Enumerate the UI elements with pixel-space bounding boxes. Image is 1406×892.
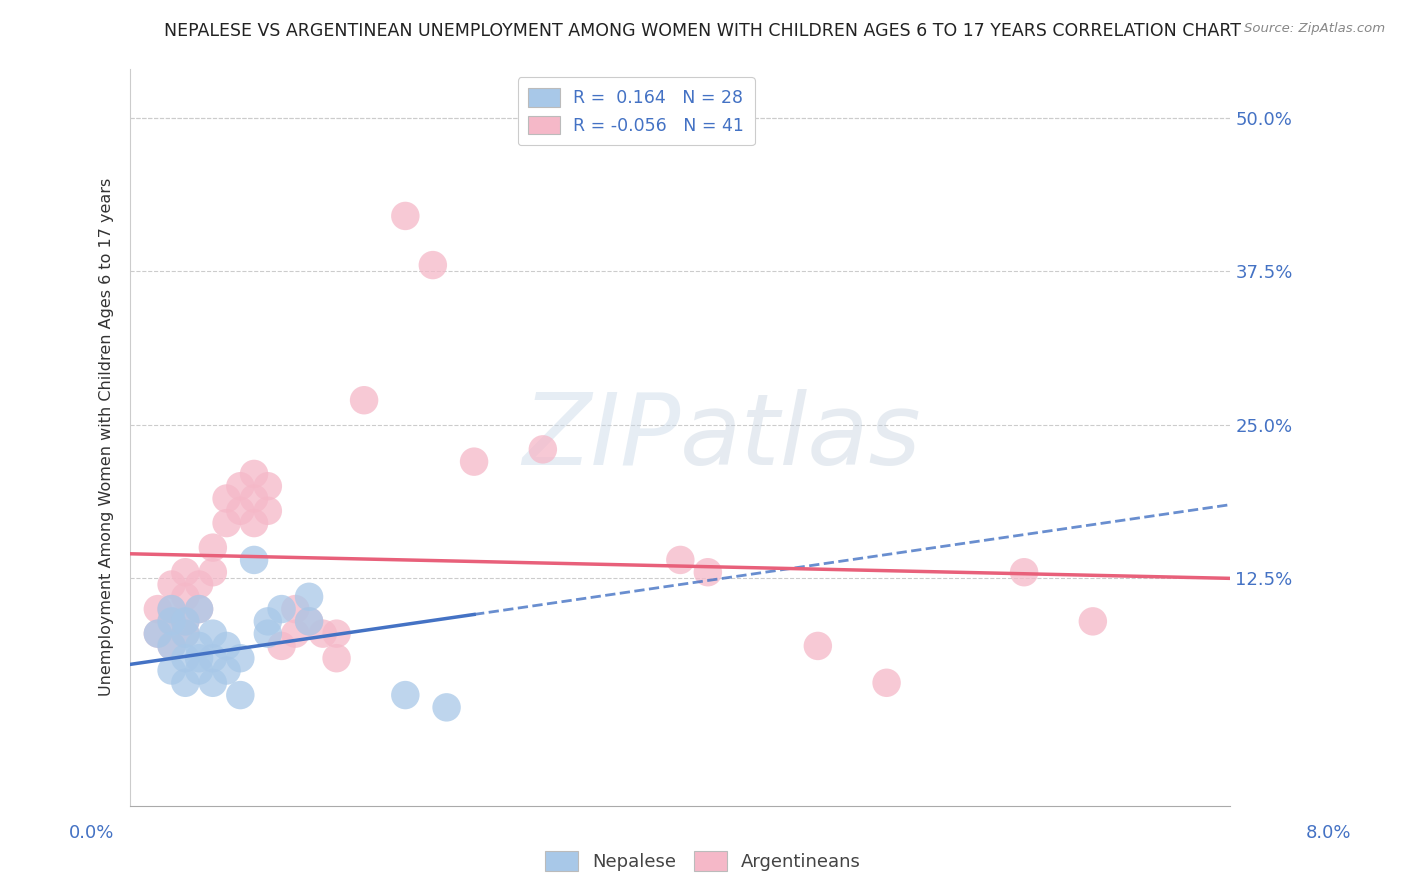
Point [284,626,307,640]
Point [463,455,485,469]
Text: atlas: atlas [681,389,922,485]
Point [284,602,307,616]
Point [160,602,183,616]
Point [160,602,183,616]
Point [174,615,197,629]
Text: 8.0%: 8.0% [1306,824,1351,842]
Point [174,626,197,640]
Point [201,566,224,580]
Point [215,516,238,530]
Point [325,651,347,665]
Point [174,615,197,629]
Text: ZIP: ZIP [522,389,681,485]
Point [188,577,211,591]
Point [188,651,211,665]
Point [174,626,197,640]
Point [696,566,718,580]
Point [188,639,211,653]
Point [146,626,169,640]
Point [669,553,692,567]
Point [146,602,169,616]
Point [229,504,252,518]
Point [436,700,458,714]
Legend: R =  0.164   N = 28, R = -0.056   N = 41: R = 0.164 N = 28, R = -0.056 N = 41 [517,78,755,145]
Point [201,626,224,640]
Point [531,442,554,457]
Point [270,639,292,653]
Legend: Nepalese, Argentineans: Nepalese, Argentineans [538,844,868,879]
Text: 0.0%: 0.0% [69,824,114,842]
Point [160,664,183,678]
Point [146,626,169,640]
Point [256,504,278,518]
Point [215,639,238,653]
Point [422,258,444,272]
Point [298,590,321,604]
Point [174,675,197,690]
Point [229,651,252,665]
Point [876,675,898,690]
Point [298,615,321,629]
Point [394,209,416,223]
Point [174,590,197,604]
Point [188,602,211,616]
Point [188,602,211,616]
Point [353,393,375,408]
Point [201,541,224,555]
Point [1081,615,1104,629]
Point [201,675,224,690]
Point [174,566,197,580]
Point [312,626,335,640]
Point [160,577,183,591]
Point [256,615,278,629]
Point [160,639,183,653]
Point [188,664,211,678]
Point [256,479,278,493]
Point [243,516,266,530]
Point [325,626,347,640]
Point [160,615,183,629]
Y-axis label: Unemployment Among Women with Children Ages 6 to 17 years: Unemployment Among Women with Children A… [100,178,114,696]
Point [160,639,183,653]
Point [1012,566,1035,580]
Point [215,491,238,506]
Point [229,688,252,702]
Point [807,639,830,653]
Point [298,615,321,629]
Point [229,479,252,493]
Text: Source: ZipAtlas.com: Source: ZipAtlas.com [1244,22,1385,36]
Point [160,615,183,629]
Point [243,553,266,567]
Text: NEPALESE VS ARGENTINEAN UNEMPLOYMENT AMONG WOMEN WITH CHILDREN AGES 6 TO 17 YEAR: NEPALESE VS ARGENTINEAN UNEMPLOYMENT AMO… [165,22,1241,40]
Point [256,626,278,640]
Point [201,651,224,665]
Point [270,602,292,616]
Point [394,688,416,702]
Point [174,651,197,665]
Point [215,664,238,678]
Point [243,467,266,481]
Point [243,491,266,506]
